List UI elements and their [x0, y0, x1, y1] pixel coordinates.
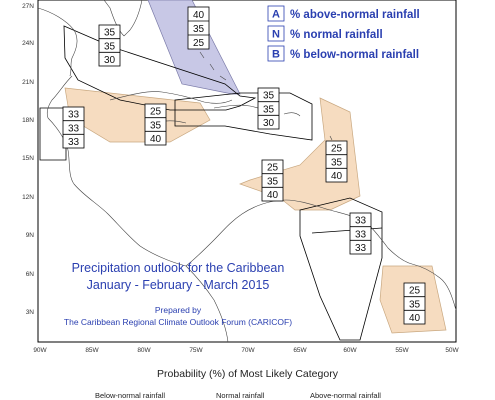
lon-label-75w: 75W: [189, 347, 203, 354]
lat-label-15n: 15N: [22, 155, 34, 162]
lat-label-21n: 21N: [22, 79, 34, 86]
box-value-above: 40: [193, 10, 205, 21]
bottom-legend-normal: Normal rainfall: [216, 391, 265, 400]
box-value-below: 40: [150, 134, 162, 145]
box-value-normal: 35: [193, 24, 205, 35]
lat-label-24n: 24N: [22, 40, 34, 47]
region-belize-outline: [39, 107, 67, 161]
region-hispaniola-outline: [174, 92, 313, 141]
box-value-below: 33: [355, 243, 367, 254]
lon-label-90w: 90W: [33, 347, 47, 354]
probability-box-cuba: 35 35 30: [98, 24, 121, 67]
box-value-normal: 35: [150, 121, 162, 132]
box-value-below: 40: [267, 190, 279, 201]
lon-label-70w: 70W: [241, 347, 255, 354]
box-value-above: 35: [263, 91, 275, 102]
legend-letter-n: N: [272, 29, 280, 41]
box-value-above: 25: [409, 286, 421, 297]
box-value-above: 25: [150, 107, 162, 118]
prepared-by-organization: The Caribbean Regional Climate Outlook F…: [64, 317, 292, 327]
box-value-above: 33: [68, 110, 80, 121]
box-value-above: 35: [104, 28, 116, 39]
map-title-line1: Precipitation outlook for the Caribbean: [72, 261, 285, 275]
box-value-below: 40: [409, 313, 421, 324]
lon-label-65w: 65W: [293, 347, 307, 354]
region-cuba-outline: [63, 25, 257, 111]
lon-label-50w: 50W: [445, 347, 459, 354]
box-value-above: 25: [267, 163, 279, 174]
lat-label-27n: 27N: [22, 3, 34, 10]
map-title-line2: January - February - March 2015: [87, 278, 270, 292]
box-value-below: 30: [104, 55, 116, 66]
lat-label-18n: 18N: [22, 117, 34, 124]
lat-label-6n: 6N: [26, 271, 35, 278]
box-value-below: 25: [193, 38, 205, 49]
probability-box-eastern-caribbean: 25 35 40: [325, 140, 348, 183]
probability-box-jamaica: 25 35 40: [144, 103, 167, 146]
region-trinidad-guyana-outline: [299, 197, 383, 341]
probability-box-bahamas: 40 35 25: [187, 6, 210, 50]
lon-label-55w: 55W: [395, 347, 409, 354]
box-value-below: 40: [331, 171, 343, 182]
legend-label-above: % above-normal rainfall: [290, 9, 420, 21]
lon-label-85w: 85W: [85, 347, 99, 354]
box-value-below: 30: [263, 118, 275, 129]
bottom-legend-above: Above-normal rainfall: [310, 391, 381, 400]
chart-caption: Probability (%) of Most Likely Category: [157, 368, 338, 380]
box-value-above: 25: [331, 144, 343, 155]
box-value-normal: 35: [267, 177, 279, 188]
box-value-normal: 35: [409, 300, 421, 311]
box-value-normal: 35: [331, 158, 343, 169]
lat-label-12n: 12N: [22, 194, 34, 201]
prepared-by-label: Prepared by: [155, 305, 202, 315]
box-value-normal: 33: [355, 230, 367, 241]
map-legend: A % above-normal rainfall N % normal rai…: [267, 5, 420, 62]
probability-box-hispaniola: 35 35 30: [257, 87, 280, 130]
probability-box-suriname-guiana: 25 35 40: [403, 282, 426, 325]
legend-label-normal: % normal rainfall: [290, 29, 383, 41]
legend-letter-a: A: [272, 9, 280, 21]
box-value-above: 33: [355, 216, 367, 227]
lon-label-60w: 60W: [343, 347, 357, 354]
precipitation-outlook-map: 27N 24N 21N 18N 15N 12N 9N 6N 3N 90W 85W…: [22, 0, 460, 354]
bottom-legend-below: Below-normal rainfall: [95, 391, 166, 400]
box-value-normal: 35: [104, 42, 116, 53]
probability-box-abc-islands: 25 35 40: [261, 159, 284, 202]
box-value-normal: 35: [263, 105, 275, 116]
box-value-below: 33: [68, 137, 80, 148]
legend-label-below: % below-normal rainfall: [290, 49, 419, 61]
probability-box-belize: 33 33 33: [62, 106, 85, 149]
lat-label-3n: 3N: [26, 309, 35, 316]
probability-box-trinidad-guyana: 33 33 33: [349, 212, 372, 255]
legend-letter-b: B: [272, 49, 280, 61]
box-value-normal: 33: [68, 124, 80, 135]
lat-label-9n: 9N: [26, 232, 35, 239]
lon-label-80w: 80W: [137, 347, 151, 354]
